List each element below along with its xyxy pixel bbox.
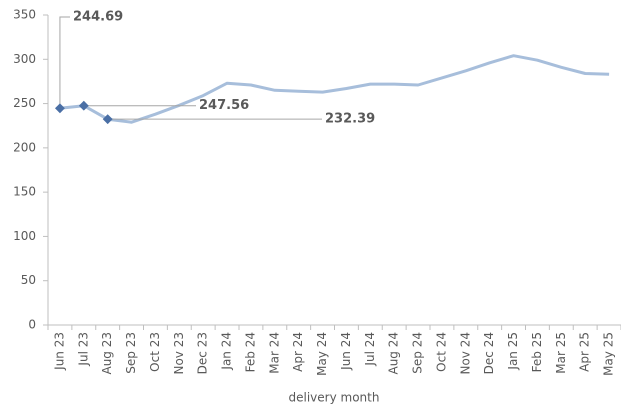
y-tick-label: 50 bbox=[21, 273, 36, 287]
x-tick-label: Feb 25 bbox=[530, 332, 544, 372]
line bbox=[59, 54, 610, 124]
x-tick-label: May 24 bbox=[315, 332, 329, 376]
data-label: 244.69 bbox=[73, 10, 123, 25]
x-axis-title: delivery month bbox=[289, 391, 380, 405]
x-tick-label: Oct 23 bbox=[148, 332, 162, 372]
y-tick-label: 300 bbox=[13, 52, 36, 66]
x-tick-label: Sep 23 bbox=[124, 332, 138, 374]
x-tick-label: Nov 24 bbox=[458, 332, 472, 375]
x-tick-label: Jan 24 bbox=[220, 332, 234, 371]
x-tick-label: Apr 25 bbox=[578, 332, 592, 372]
marker bbox=[102, 114, 113, 125]
marker bbox=[78, 100, 89, 111]
x-tick-label: Sep 24 bbox=[411, 332, 425, 374]
x-tick-label: Oct 24 bbox=[434, 332, 448, 372]
x-tick-label: Jun 24 bbox=[339, 332, 353, 371]
data-label: 247.56 bbox=[199, 98, 249, 113]
x-tick-label: Feb 24 bbox=[243, 332, 257, 372]
y-tick-label: 0 bbox=[28, 318, 36, 332]
x-tick-label: Jul 24 bbox=[363, 332, 377, 367]
x-tick-label: Nov 23 bbox=[172, 332, 186, 375]
x-tick-label: Jun 23 bbox=[52, 332, 66, 371]
leader-line bbox=[59, 16, 70, 109]
x-tick-label: Dec 24 bbox=[482, 332, 496, 374]
x-tick-label: Mar 25 bbox=[554, 332, 568, 374]
x-tick-label: May 25 bbox=[602, 332, 616, 376]
y-tick-label: 200 bbox=[13, 140, 36, 154]
x-tick-label: Mar 24 bbox=[267, 332, 281, 374]
y-tick-label: 100 bbox=[13, 229, 36, 243]
marker bbox=[54, 103, 65, 114]
y-tick-label: 350 bbox=[13, 8, 36, 22]
x-tick-label: Jul 23 bbox=[76, 332, 90, 367]
data-label: 232.39 bbox=[325, 112, 375, 127]
x-tick-label: Dec 23 bbox=[196, 332, 210, 374]
x-tick-label: Apr 24 bbox=[291, 332, 305, 372]
x-tick-label: Aug 24 bbox=[387, 332, 401, 375]
x-tick-label: Jan 25 bbox=[506, 332, 520, 371]
y-tick-label: 250 bbox=[13, 96, 36, 110]
y-tick-label: 150 bbox=[13, 185, 36, 199]
x-tick-label: Aug 23 bbox=[100, 332, 114, 375]
